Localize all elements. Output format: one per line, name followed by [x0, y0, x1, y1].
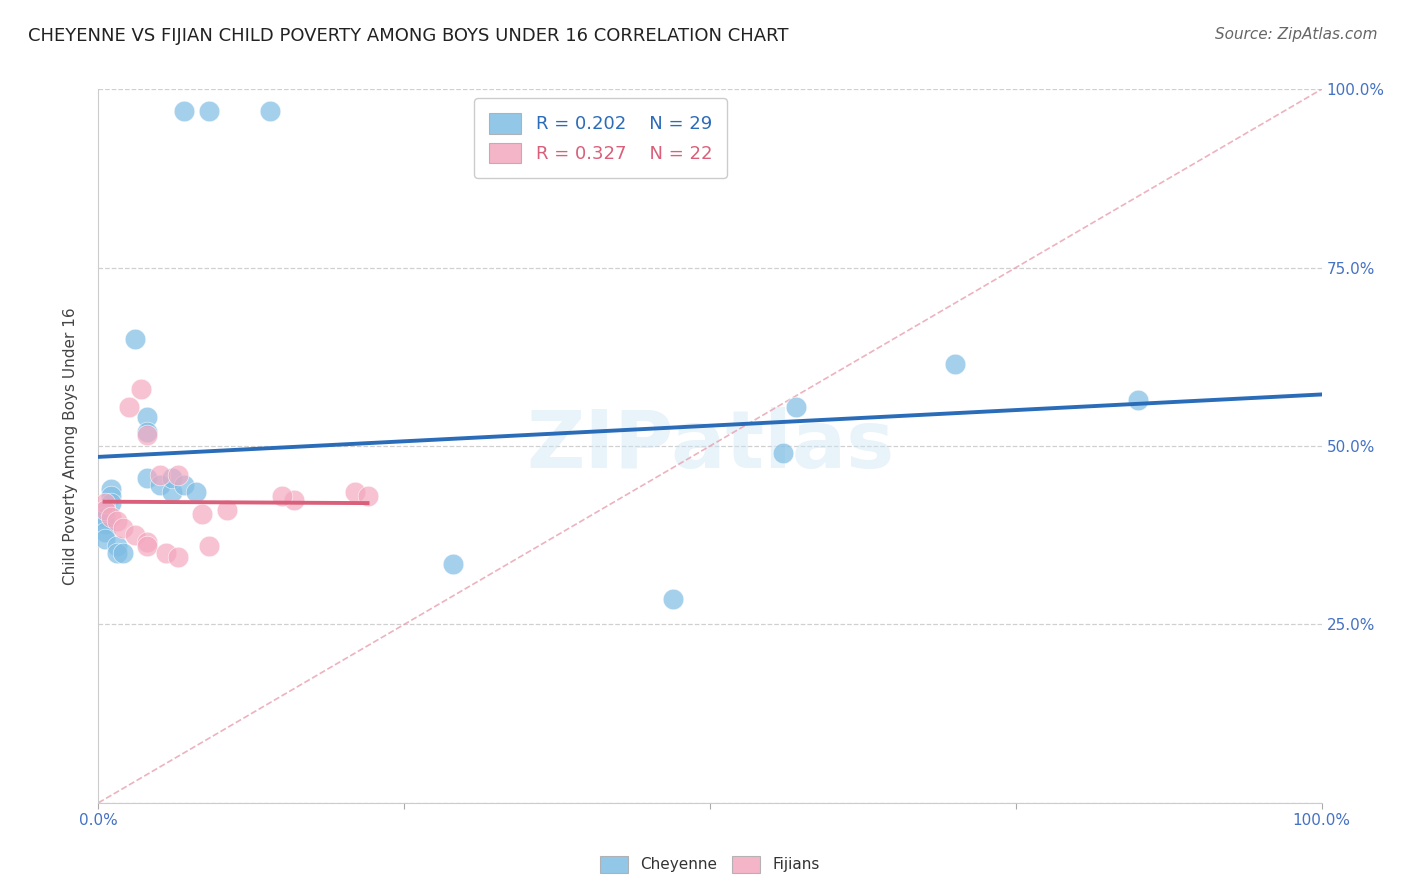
- Point: [160, 485, 183, 500]
- Point: [197, 103, 219, 118]
- Point: [186, 485, 208, 500]
- Point: [149, 478, 172, 492]
- Point: [173, 103, 195, 118]
- Point: [160, 471, 183, 485]
- Point: [100, 489, 122, 503]
- Point: [270, 489, 294, 503]
- Point: [111, 546, 134, 560]
- Text: Source: ZipAtlas.com: Source: ZipAtlas.com: [1215, 27, 1378, 42]
- Point: [105, 539, 128, 553]
- Point: [191, 507, 214, 521]
- Point: [197, 539, 219, 553]
- Point: [173, 478, 195, 492]
- Point: [155, 546, 177, 560]
- Point: [100, 482, 122, 496]
- Point: [167, 549, 190, 564]
- Point: [124, 528, 146, 542]
- Point: [93, 510, 115, 524]
- Text: ZIPatlas: ZIPatlas: [526, 407, 894, 485]
- Point: [100, 510, 122, 524]
- Point: [136, 535, 159, 549]
- Point: [105, 546, 128, 560]
- Legend: Cheyenne, Fijians: Cheyenne, Fijians: [593, 848, 827, 880]
- Point: [259, 103, 281, 118]
- Point: [105, 514, 128, 528]
- Point: [100, 496, 122, 510]
- Point: [93, 496, 115, 510]
- Point: [136, 410, 159, 425]
- Point: [136, 425, 159, 439]
- Point: [93, 524, 115, 539]
- Point: [772, 446, 794, 460]
- Point: [118, 400, 141, 414]
- Point: [136, 539, 159, 553]
- Point: [93, 532, 115, 546]
- Point: [136, 471, 159, 485]
- Point: [785, 400, 807, 414]
- Point: [943, 357, 966, 371]
- Text: CHEYENNE VS FIJIAN CHILD POVERTY AMONG BOYS UNDER 16 CORRELATION CHART: CHEYENNE VS FIJIAN CHILD POVERTY AMONG B…: [28, 27, 789, 45]
- Point: [149, 467, 172, 482]
- Point: [356, 489, 378, 503]
- Point: [167, 467, 190, 482]
- Point: [93, 517, 115, 532]
- Point: [1128, 392, 1150, 407]
- Point: [93, 503, 115, 517]
- Point: [215, 503, 238, 517]
- Point: [111, 521, 134, 535]
- Point: [662, 592, 685, 607]
- Point: [129, 382, 152, 396]
- Point: [124, 332, 146, 346]
- Point: [441, 557, 464, 571]
- Y-axis label: Child Poverty Among Boys Under 16: Child Poverty Among Boys Under 16: [63, 307, 77, 585]
- Point: [93, 503, 115, 517]
- Point: [283, 492, 305, 507]
- Point: [136, 428, 159, 442]
- Point: [344, 485, 367, 500]
